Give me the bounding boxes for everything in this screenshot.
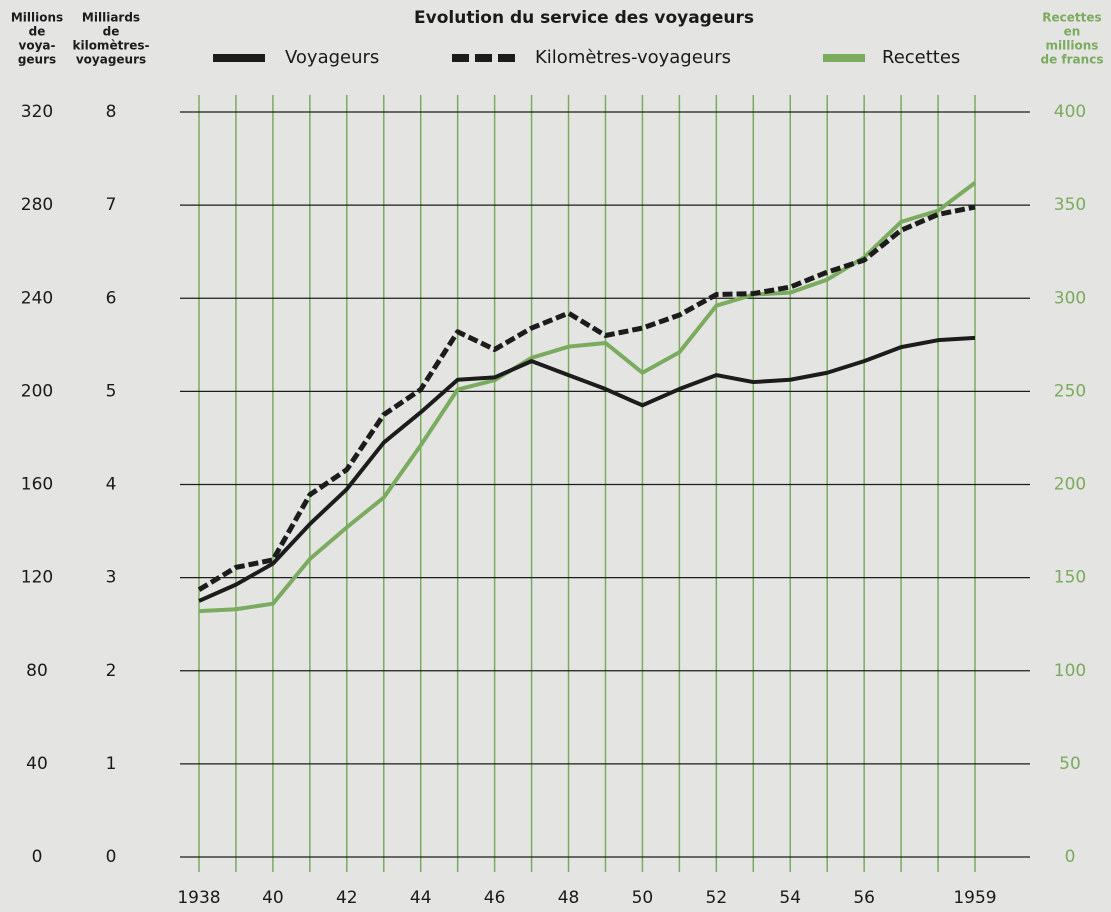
legend-label: Recettes: [882, 47, 960, 68]
y2-tick-label: 4: [106, 475, 117, 495]
series-line: [198, 335, 976, 603]
y2-tick-label: 7: [106, 195, 117, 215]
y-tick-label: 80: [26, 661, 48, 681]
x-tick-label: 1938: [177, 888, 220, 908]
x-tick-label: 52: [706, 888, 728, 908]
y2-tick-label: 5: [106, 381, 117, 401]
y-tick-label: 0: [32, 847, 43, 867]
y2-tick-label: 1: [106, 754, 117, 774]
axis-label: en: [1064, 25, 1081, 39]
axis-label: voya-: [19, 39, 56, 53]
y3-tick-label: 200: [1054, 475, 1086, 495]
axis-label: voyageurs: [76, 53, 146, 67]
x-tick-label: 44: [410, 888, 432, 908]
axis-label: de: [103, 25, 120, 39]
legend-label: Voyageurs: [285, 47, 379, 68]
axis-label: Recettes: [1042, 11, 1101, 25]
x-tick-label: 56: [853, 888, 875, 908]
chart-title: Evolution du service des voyageurs: [414, 8, 754, 28]
x-tick-label: 40: [262, 888, 284, 908]
x-tick-label: 1959: [953, 888, 996, 908]
y-tick-label: 40: [26, 754, 48, 774]
y3-tick-label: 400: [1054, 102, 1086, 122]
axis-label: de francs: [1041, 53, 1104, 67]
axis-label: Millions: [11, 11, 63, 25]
y2-tick-label: 0: [106, 847, 117, 867]
axis-label: kilomètres-: [72, 39, 149, 53]
y2-tick-label: 6: [106, 288, 117, 308]
y-tick-label: 320: [21, 102, 53, 122]
y3-tick-label: 350: [1054, 195, 1086, 215]
y2-tick-label: 8: [106, 102, 117, 122]
x-tick-label: 42: [336, 888, 358, 908]
y2-tick-label: 2: [106, 661, 117, 681]
y3-tick-label: 250: [1054, 381, 1086, 401]
series-line: [197, 204, 976, 592]
y2-tick-label: 3: [106, 568, 117, 588]
y-tick-label: 160: [21, 475, 53, 495]
y3-tick-label: 0: [1065, 847, 1076, 867]
axis-label: millions: [1046, 39, 1099, 53]
y3-tick-label: 300: [1054, 288, 1086, 308]
legend-label: Kilomètres-voyageurs: [535, 47, 731, 68]
y-tick-label: 280: [21, 195, 53, 215]
axis-label: de: [29, 25, 46, 39]
axis-label: geurs: [18, 53, 56, 67]
y3-tick-label: 150: [1054, 568, 1086, 588]
x-tick-label: 50: [632, 888, 654, 908]
axis-label: Milliards: [82, 11, 140, 25]
x-tick-label: 46: [484, 888, 506, 908]
x-tick-label: 48: [558, 888, 580, 908]
y-tick-label: 240: [21, 288, 53, 308]
x-tick-label: 54: [779, 888, 801, 908]
y-tick-label: 200: [21, 381, 53, 401]
series-line: [198, 181, 977, 614]
y3-tick-label: 100: [1054, 661, 1086, 681]
y-tick-label: 120: [21, 568, 53, 588]
y3-tick-label: 50: [1059, 754, 1081, 774]
